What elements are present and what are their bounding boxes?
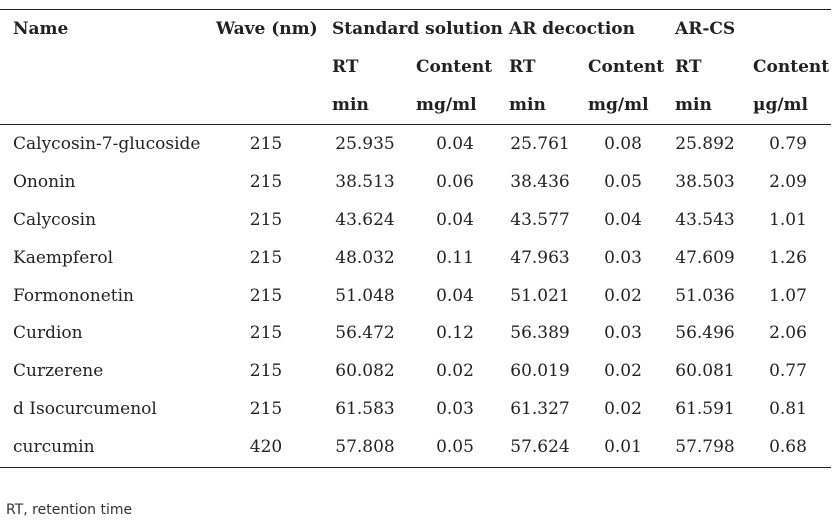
row-7-ard-content: 0.02: [604, 399, 642, 419]
row-4-arcs-content: 1.07: [769, 286, 807, 306]
row-1-name: Ononin: [13, 172, 76, 192]
row-8-wave: 420: [249, 437, 283, 457]
row-3-ard-content: 0.03: [604, 248, 642, 268]
row-3-arcs-content: 1.26: [769, 248, 807, 268]
row-1-ard-content: 0.05: [604, 172, 642, 192]
row-1-wave: 215: [249, 172, 283, 192]
row-1-ard-rt: 38.436: [510, 172, 570, 192]
row-3-std-content: 0.11: [436, 248, 474, 268]
header-std-content-unit: mg/ml: [416, 95, 477, 115]
header-ard-rt-unit: min: [509, 95, 546, 115]
row-4-name: Formononetin: [13, 286, 134, 306]
row-0-name: Calycosin-7-glucoside: [13, 134, 201, 154]
row-8-arcs-content: 0.68: [769, 437, 807, 457]
row-0-std-rt: 25.935: [335, 134, 395, 154]
row-7-std-content: 0.03: [436, 399, 474, 419]
row-0-arcs-content: 0.79: [769, 134, 807, 154]
row-6-ard-rt: 60.019: [510, 361, 570, 381]
row-3-ard-rt: 47.963: [510, 248, 570, 268]
row-2-std-content: 0.04: [436, 210, 474, 230]
row-8-arcs-rt: 57.798: [675, 437, 735, 457]
header-arcs-rt: RT: [675, 57, 702, 77]
row-0-ard-rt: 25.761: [510, 134, 570, 154]
header-ar-decoction: AR decoction: [509, 19, 635, 39]
header-standard-solution: Standard solution: [332, 19, 503, 39]
row-5-ard-content: 0.03: [604, 323, 642, 343]
row-1-std-rt: 38.513: [335, 172, 395, 192]
row-2-arcs-content: 1.01: [769, 210, 807, 230]
row-7-arcs-rt: 61.591: [675, 399, 735, 419]
row-5-arcs-content: 2.06: [769, 323, 807, 343]
row-8-ard-content: 0.01: [604, 437, 642, 457]
row-2-wave: 215: [249, 210, 283, 230]
row-8-std-rt: 57.808: [335, 437, 395, 457]
row-8-std-content: 0.05: [436, 437, 474, 457]
row-7-std-rt: 61.583: [335, 399, 395, 419]
row-2-arcs-rt: 43.543: [675, 210, 735, 230]
header-std-content: Content: [416, 57, 493, 77]
row-8-ard-rt: 57.624: [510, 437, 570, 457]
row-0-wave: 215: [249, 134, 283, 154]
row-4-std-rt: 51.048: [335, 286, 395, 306]
row-0-std-content: 0.04: [436, 134, 474, 154]
row-6-wave: 215: [249, 361, 283, 381]
row-5-wave: 215: [249, 323, 283, 343]
row-1-arcs-content: 2.09: [769, 172, 807, 192]
row-1-arcs-rt: 38.503: [675, 172, 735, 192]
row-0-arcs-rt: 25.892: [675, 134, 735, 154]
row-2-std-rt: 43.624: [335, 210, 395, 230]
header-std-rt: RT: [332, 57, 359, 77]
header-arcs-rt-unit: min: [675, 95, 712, 115]
row-4-wave: 215: [249, 286, 283, 306]
header-arcs-content-unit: µg/ml: [753, 95, 808, 115]
header-std-rt-unit: min: [332, 95, 369, 115]
table-bottom-rule: [0, 467, 831, 468]
row-5-ard-rt: 56.389: [510, 323, 570, 343]
row-7-arcs-content: 0.81: [769, 399, 807, 419]
row-7-name: d Isocurcumenol: [13, 399, 157, 419]
header-wave: Wave (nm): [216, 19, 318, 39]
row-6-std-content: 0.02: [436, 361, 474, 381]
row-6-std-rt: 60.082: [335, 361, 395, 381]
row-2-name: Calycosin: [13, 210, 97, 230]
row-5-std-rt: 56.472: [335, 323, 395, 343]
table-footnote: RT, retention time: [6, 502, 133, 518]
header-ard-content: Content: [588, 57, 665, 77]
row-6-ard-content: 0.02: [604, 361, 642, 381]
row-6-arcs-rt: 60.081: [675, 361, 735, 381]
row-2-ard-content: 0.04: [604, 210, 642, 230]
header-ard-content-unit: mg/ml: [588, 95, 649, 115]
header-ard-rt: RT: [509, 57, 536, 77]
row-5-std-content: 0.12: [436, 323, 474, 343]
row-6-arcs-content: 0.77: [769, 361, 807, 381]
row-4-arcs-rt: 51.036: [675, 286, 735, 306]
row-6-name: Curzerene: [13, 361, 104, 381]
row-0-ard-content: 0.08: [604, 134, 642, 154]
header-ar-cs: AR-CS: [675, 19, 736, 39]
row-1-std-content: 0.06: [436, 172, 474, 192]
row-7-wave: 215: [249, 399, 283, 419]
row-8-name: curcumin: [13, 437, 95, 457]
row-7-ard-rt: 61.327: [510, 399, 570, 419]
row-3-std-rt: 48.032: [335, 248, 395, 268]
row-4-ard-content: 0.02: [604, 286, 642, 306]
row-2-ard-rt: 43.577: [510, 210, 570, 230]
row-3-arcs-rt: 47.609: [675, 248, 735, 268]
row-5-name: Curdion: [13, 323, 83, 343]
row-5-arcs-rt: 56.496: [675, 323, 735, 343]
header-name: Name: [13, 19, 69, 39]
row-3-name: Kaempferol: [13, 248, 114, 268]
row-3-wave: 215: [249, 248, 283, 268]
table-top-rule: [0, 9, 831, 10]
row-4-ard-rt: 51.021: [510, 286, 570, 306]
header-arcs-content: Content: [753, 57, 830, 77]
table-header-rule: [0, 124, 831, 125]
row-4-std-content: 0.04: [436, 286, 474, 306]
